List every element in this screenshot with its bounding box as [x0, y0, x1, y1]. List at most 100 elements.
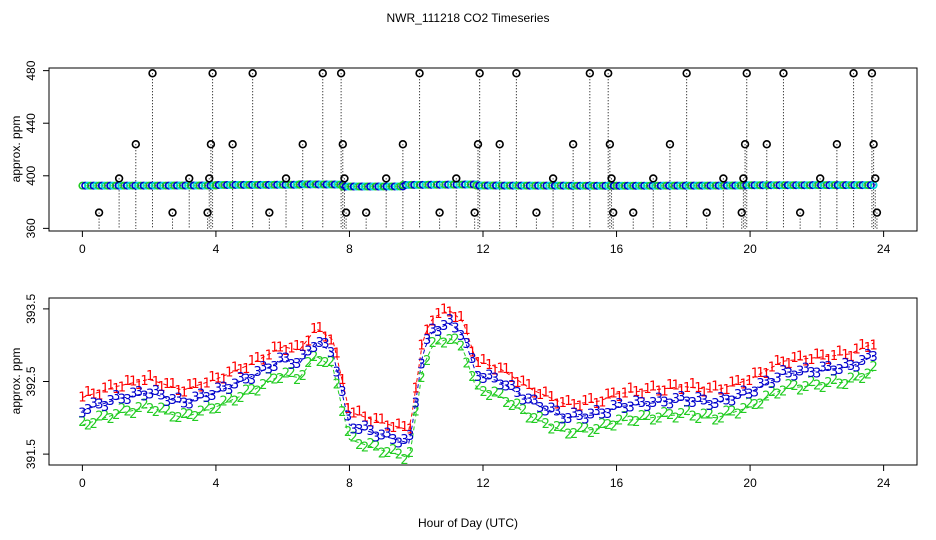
baseline-point: [371, 182, 380, 191]
series-2-point: 2: [140, 398, 148, 413]
baseline-point: [214, 180, 223, 189]
series-2-point: 2: [457, 339, 465, 354]
baseline-point: [81, 181, 90, 190]
baseline-point: [805, 181, 814, 190]
outlier-point: [94, 208, 104, 217]
baseline-point: [822, 181, 831, 190]
series-3-point: 3: [468, 352, 476, 367]
series-2-point: 2: [655, 411, 663, 426]
series-2-point: 2: [412, 405, 420, 420]
outlier-point: [205, 174, 214, 183]
baseline-point: [167, 181, 176, 190]
series-3-line: [82, 323, 874, 444]
baseline-point: [136, 181, 145, 190]
series-3-point: 3: [282, 351, 290, 366]
series-2-point: 2: [344, 425, 352, 440]
series-1-point: 1: [129, 374, 137, 389]
top-panel-frame: [48, 67, 918, 232]
baseline-point: [200, 181, 209, 190]
baseline-point: [195, 181, 204, 190]
series-2-point: 2: [265, 371, 273, 386]
series-3-point: 3: [632, 394, 640, 409]
series-3-point: 3: [423, 333, 431, 348]
series-3-point: 3: [655, 392, 663, 407]
series-1-point: 1: [491, 364, 499, 379]
outlier-point: [495, 140, 504, 149]
series-2-point: 2: [480, 385, 488, 400]
series-3-point: 3: [626, 400, 634, 415]
baseline-point: [261, 180, 270, 189]
series-3-point: 3: [604, 407, 612, 422]
series-1-point: 1: [609, 387, 617, 402]
outlier-point: [281, 174, 291, 183]
y-tick-label: 440: [24, 113, 38, 133]
series-1-point: 1: [214, 371, 222, 386]
series-1-point: 1: [395, 417, 403, 432]
series-1-point: 1: [225, 366, 233, 381]
series-1-point: 1: [372, 412, 380, 427]
series-1-point: 1: [400, 420, 408, 435]
series-1-point: 1: [304, 335, 312, 350]
series-2-point: 2: [468, 370, 476, 385]
series-2-point: 2: [547, 422, 555, 437]
series-1-point: 1: [350, 407, 358, 422]
series-1-point: 1: [706, 382, 714, 397]
series-1-point: 1: [220, 373, 228, 388]
bottom-y-axis: 391.5 392.5 393.5: [24, 294, 49, 469]
series-1-point: 1: [525, 378, 533, 393]
x-tick-label: 4: [213, 476, 220, 490]
baseline-point: [731, 181, 740, 190]
baseline-point: [223, 180, 232, 189]
baseline-point: [667, 181, 676, 190]
series-3-point: 3: [197, 387, 205, 402]
series-3-point: 3: [186, 397, 194, 412]
series-2-point: 2: [440, 336, 448, 351]
series-3-point: 3: [621, 402, 629, 417]
baseline-point: [100, 181, 109, 190]
series-3-point: 3: [135, 385, 143, 400]
series-2-point: 2: [350, 431, 358, 446]
series-2-point: 2: [542, 417, 550, 432]
series-2-point: 2: [864, 368, 872, 383]
series-3-point: 3: [785, 366, 793, 381]
series-1-point: 1: [683, 381, 691, 396]
series-2-point: 2: [242, 383, 250, 398]
series-1-point: 1: [253, 351, 261, 366]
outlier-point: [341, 208, 351, 217]
outlier-point: [649, 174, 658, 183]
baseline-point: [228, 180, 237, 189]
series-1-point: 1: [626, 382, 634, 397]
x-tick-label: 12: [476, 476, 490, 490]
series-3-point: 3: [378, 428, 386, 443]
series-3-point: 3: [660, 396, 668, 411]
series-1-point: 1: [632, 385, 640, 400]
outlier-point: [206, 140, 216, 149]
series-1-point: 1: [604, 387, 612, 402]
bottom-data-points: 1111111111111111111111111111111111111111…: [78, 302, 877, 468]
series-1-point: 1: [95, 388, 103, 403]
series-3-point: 3: [225, 383, 233, 398]
y-tick-label: 392.5: [24, 366, 38, 396]
series-1-point: 1: [276, 340, 284, 355]
outlier-point: [737, 208, 746, 217]
outlier-point: [208, 69, 217, 78]
baseline-point: [709, 181, 718, 190]
baseline-point: [706, 181, 715, 190]
series-1-point: 1: [361, 411, 369, 426]
series-2-point: 2: [677, 407, 685, 422]
series-1-point: 1: [265, 349, 273, 364]
series-3-point: 3: [429, 323, 437, 338]
series-3-point: 3: [321, 337, 329, 352]
baseline-point: [128, 181, 137, 190]
series-3-point: 3: [717, 391, 725, 406]
baseline-point: [623, 181, 632, 190]
series-1-point: 1: [621, 387, 629, 402]
series-1-point: 1: [333, 346, 341, 361]
series-1-point: 1: [666, 378, 674, 393]
series-3-point: 3: [355, 423, 363, 438]
baseline-point: [783, 181, 792, 190]
series-3-point: 3: [112, 389, 120, 404]
series-1-point: 1: [519, 375, 527, 390]
series-2-point: 2: [745, 397, 753, 412]
